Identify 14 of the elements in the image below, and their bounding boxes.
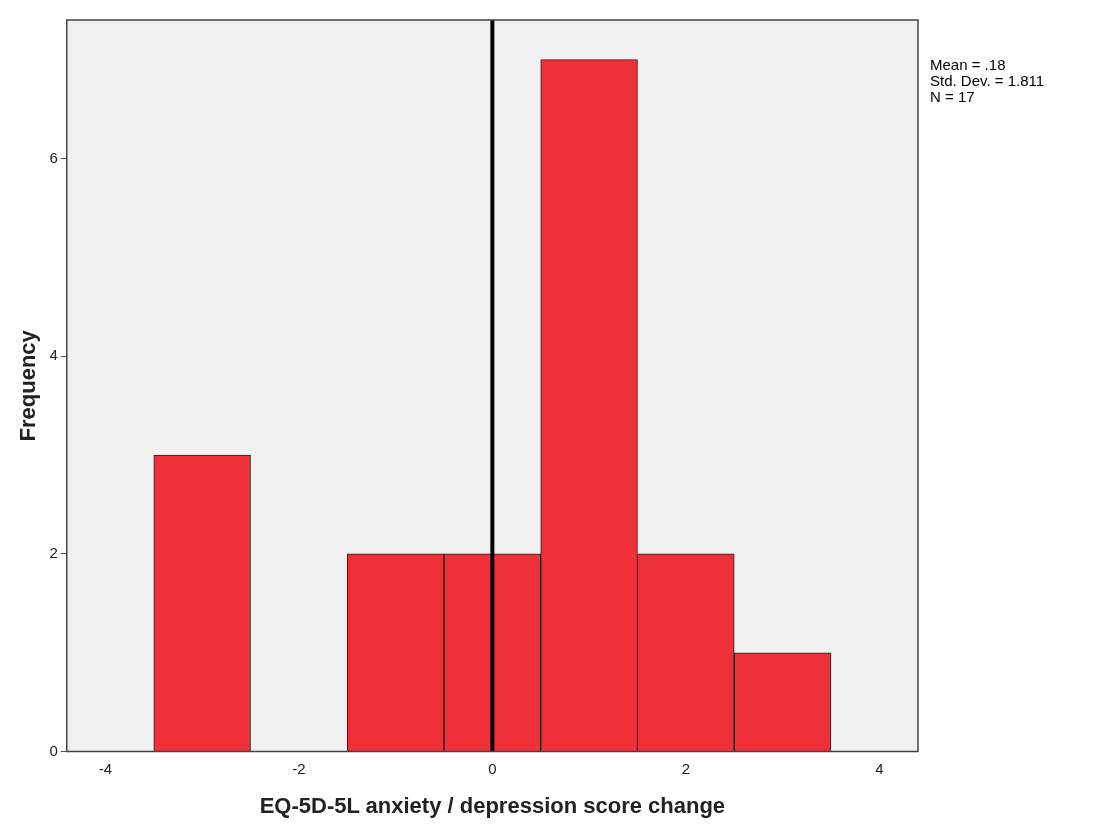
x-tick-label: 0 bbox=[488, 759, 497, 777]
x-tick-label: -2 bbox=[292, 759, 306, 777]
y-tick-label: 6 bbox=[49, 148, 58, 166]
text: Mean = .18 bbox=[930, 55, 1006, 73]
y-axis-title: Frequency bbox=[15, 329, 41, 442]
text: Std. Dev. = 1.811 bbox=[930, 71, 1045, 89]
x-tick-label: 4 bbox=[875, 759, 884, 777]
y-tick-label: 2 bbox=[49, 544, 58, 562]
x-tick-label: 2 bbox=[681, 759, 691, 777]
text: N = 17 bbox=[930, 87, 975, 105]
x-tick-label: -4 bbox=[98, 759, 113, 777]
x-axis-title: EQ-5D-5L anxiety / depression score change bbox=[259, 792, 726, 818]
y-tick-label: 0 bbox=[49, 741, 58, 759]
y-tick-label: 4 bbox=[49, 346, 58, 364]
